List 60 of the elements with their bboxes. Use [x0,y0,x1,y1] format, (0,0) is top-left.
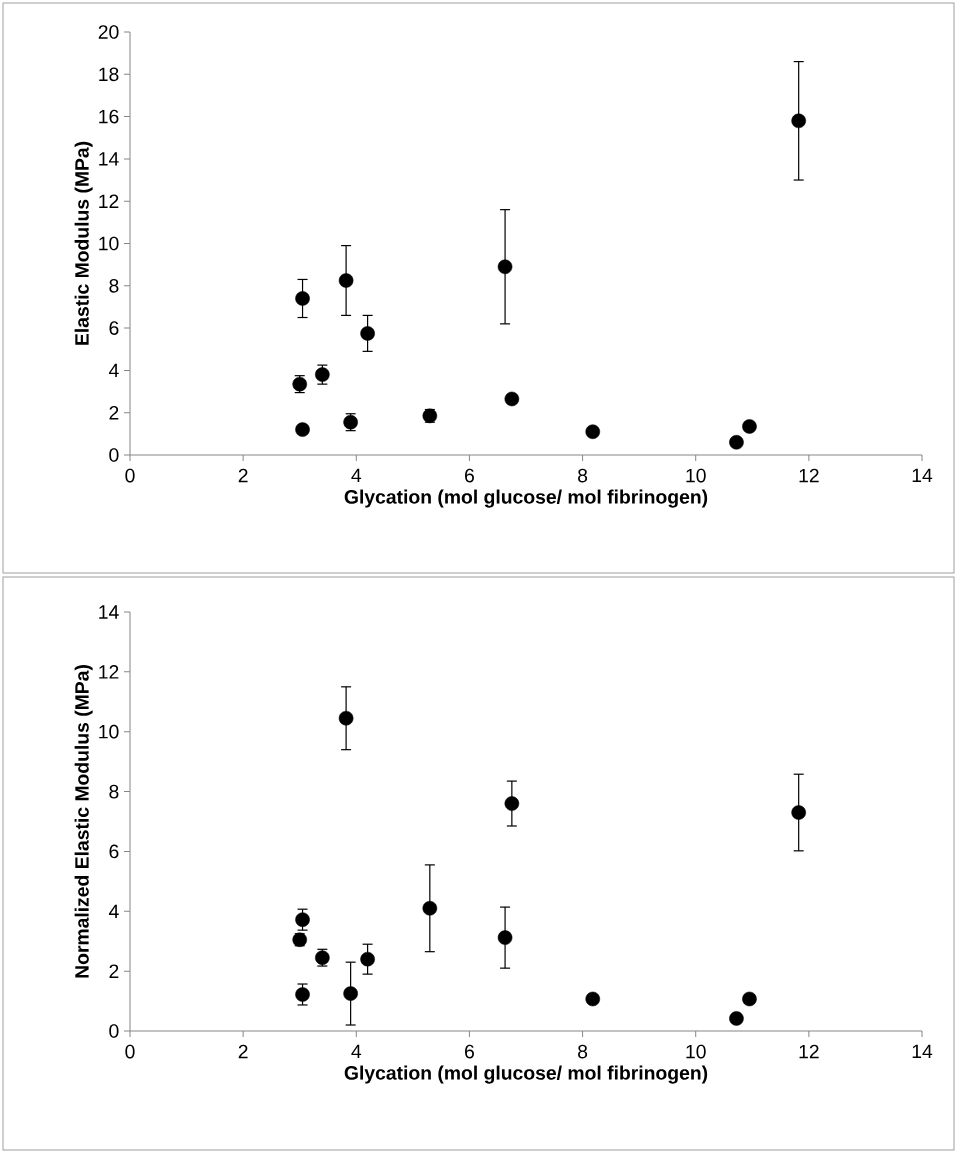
y-tick-label: 0 [109,1024,119,1038]
point [422,901,438,916]
x-tick-label: 4 [351,1044,362,1059]
y-tick-label: 14 [99,152,119,166]
y-tick-label: 0 [109,448,119,462]
y-tick-label: 2 [109,964,119,978]
point [742,419,757,434]
x-tick-label: 2 [238,468,248,483]
x-tick-label: 12 [799,468,819,483]
point [791,805,806,820]
y-tick-label: 6 [109,844,119,859]
x-tick-label: 6 [465,468,474,483]
point [504,391,520,407]
point [338,710,354,726]
x-axis-title: Glycation (mol glucose/ mol fibrinogen) [344,489,708,508]
point [585,991,601,1007]
y-tick-label: 4 [108,904,119,918]
point [729,1011,744,1026]
y-tick-label: 2 [109,405,119,420]
y-tick-label: 8 [109,784,119,799]
x-tick-label: 14 [912,468,933,483]
point [791,113,806,129]
x-tick-label: 14 [912,1044,933,1059]
point [497,930,513,945]
x-axis-title: Glycation (mol glucose/ mol fibrinogen) [344,1065,708,1084]
point [360,326,375,341]
point [504,796,520,811]
point [295,987,310,1002]
x-tick-label: 0 [125,468,135,483]
x-tick-label: 2 [238,1044,248,1059]
point [338,273,354,288]
y-tick-label: 16 [99,109,119,124]
y-tick-label: 12 [99,194,119,208]
y-axis-title: Normalized Elastic Modulus (MPa) [74,665,93,978]
x-tick-label: 4 [351,468,362,483]
point [343,986,358,1001]
y-tick-label: 14 [99,605,119,619]
point [360,951,375,967]
y-tick-label: 4 [108,363,119,378]
y-tick-label: 12 [99,665,119,679]
point [729,435,744,450]
y-axis-title: Elastic Modulus (MPa) [74,141,93,345]
y-tick-label: 8 [109,278,119,293]
point [497,259,513,275]
point [295,422,310,437]
x-tick-label: 0 [125,1044,135,1059]
x-tick-label: 8 [578,1044,588,1059]
y-tick-label: 20 [98,25,119,39]
y-tick-label: 10 [99,236,119,251]
y-tick-label: 18 [99,67,119,82]
y-tick-label: 6 [109,321,119,335]
point [585,424,601,439]
y-tick-label: 10 [99,724,119,739]
x-tick-label: 10 [686,468,706,483]
x-tick-label: 10 [686,1044,706,1059]
point [295,291,310,306]
point [295,912,310,927]
x-tick-label: 12 [799,1044,819,1059]
x-tick-label: 6 [465,1044,474,1059]
x-tick-label: 8 [578,468,588,483]
